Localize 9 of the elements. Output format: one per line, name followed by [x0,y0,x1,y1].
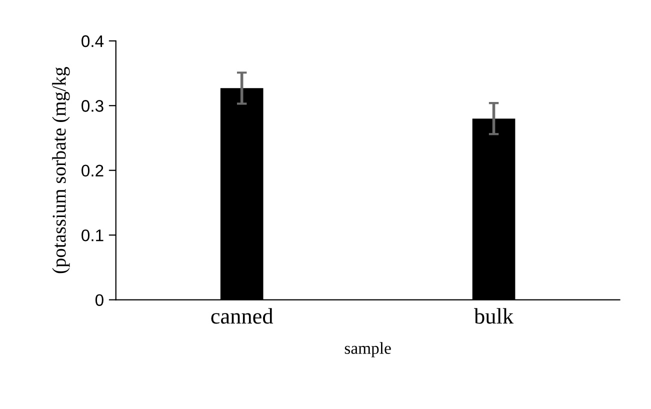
y-tick-label: 0.3 [82,100,104,112]
x-tick-label: bulk [474,308,514,324]
x-tick-label: canned [211,308,274,324]
y-tick-label: 0 [95,294,104,306]
y-tick-label: 0.1 [82,229,104,242]
y-axis-title: (potassium sorbate (mg/kg [52,67,70,274]
y-tick-label: 0.2 [82,164,104,177]
x-axis-title: sample [344,342,391,358]
y-tick-label: 0.4 [82,35,104,48]
